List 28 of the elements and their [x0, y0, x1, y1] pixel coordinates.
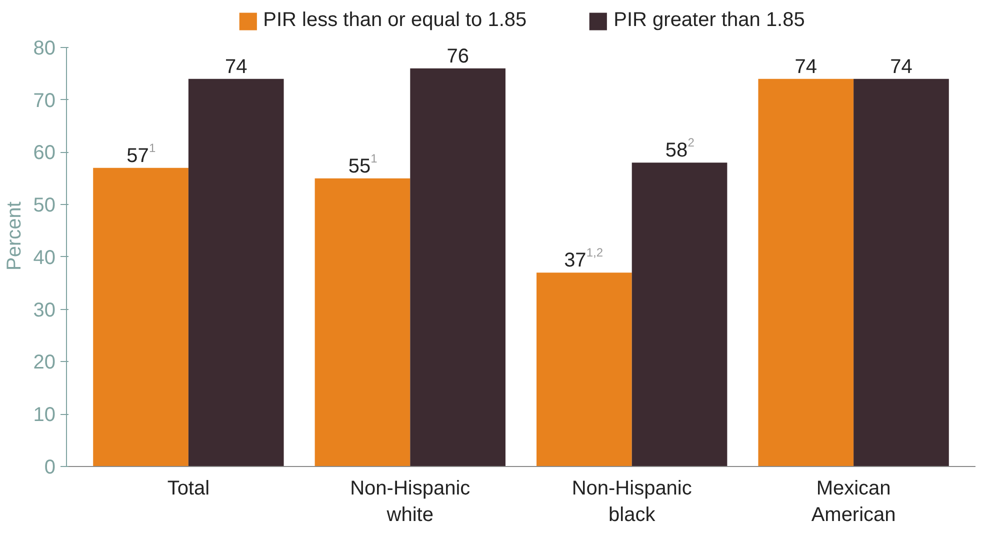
data-label: 74 — [890, 56, 912, 78]
y-tick-label: 30 — [33, 299, 56, 322]
bar — [93, 168, 188, 466]
legend-label: PIR less than or equal to 1.85 — [263, 9, 527, 32]
y-tick-label: 70 — [33, 90, 56, 112]
y-tick-label: 40 — [33, 246, 56, 269]
y-tick-label: 10 — [33, 404, 56, 426]
bar — [536, 272, 632, 466]
y-tick-label: 60 — [33, 142, 56, 164]
y-tick-label: 0 — [44, 456, 56, 478]
x-tick-label: Non-Hispanic black — [572, 478, 692, 526]
x-tick-label: Total — [167, 478, 210, 500]
bar — [854, 78, 949, 466]
legend-label: PIR greater than 1.85 — [614, 9, 805, 32]
data-label: 74 — [794, 56, 818, 78]
y-axis-title: Percent — [3, 201, 26, 270]
bar — [188, 78, 284, 466]
data-label: 76 — [446, 45, 469, 68]
y-tick-label: 50 — [33, 194, 56, 217]
y-tick-label: 20 — [33, 352, 56, 374]
bar — [632, 162, 728, 466]
bar — [314, 178, 410, 466]
data-label: 74 — [224, 56, 248, 78]
x-tick-label: Non-Hispanic white — [350, 478, 470, 526]
bar — [758, 78, 854, 466]
y-tick-label: 80 — [33, 37, 56, 60]
x-tick-label: Mexican American — [811, 478, 896, 526]
bar — [410, 68, 506, 466]
